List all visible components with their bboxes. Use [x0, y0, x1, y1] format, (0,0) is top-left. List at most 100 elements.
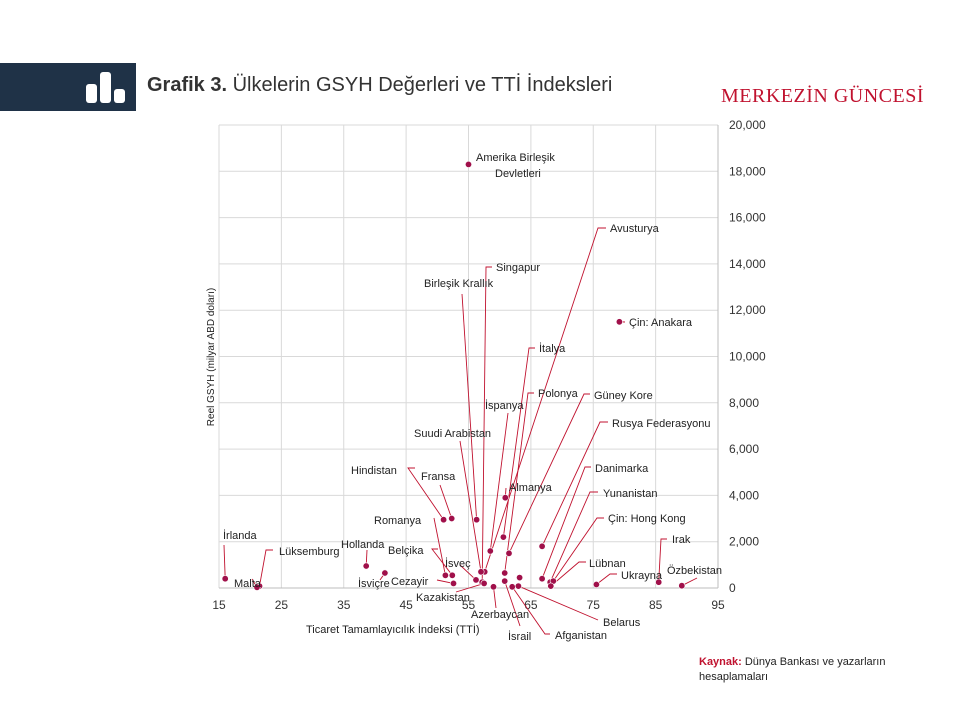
data-point [516, 574, 524, 582]
leader-line [439, 484, 453, 519]
leader-line [407, 467, 444, 520]
x-tick-label: 45 [399, 598, 413, 612]
data-point [538, 575, 546, 583]
point-label: Amerika Birleşik Devletleri [476, 152, 555, 180]
data-point [221, 575, 229, 583]
point-label: Belçika [388, 545, 424, 557]
point-label: Güney Kore [594, 390, 653, 402]
point-label: İsviçre [358, 577, 390, 590]
point-label: Ukrayna [621, 570, 663, 582]
point-label: Rusya Federasyonu [612, 418, 710, 430]
data-point [440, 516, 448, 524]
x-tick-label: 35 [337, 598, 351, 612]
point-label: Lübnan [589, 558, 626, 570]
leader-line [518, 585, 599, 621]
data-point [615, 318, 623, 326]
data-point [501, 569, 509, 577]
data-point [441, 571, 449, 579]
point-label: Hollanda [341, 539, 385, 551]
x-tick-label: 15 [212, 598, 226, 612]
leader-line [658, 538, 667, 583]
point-label: Kazakistan [416, 592, 470, 604]
point-label: Cezayir [391, 576, 429, 588]
leader-line [550, 561, 586, 587]
leader-line [541, 466, 591, 579]
data-point [480, 579, 488, 587]
data-point [514, 582, 522, 590]
data-point [362, 562, 370, 570]
point-label: Irak [672, 534, 691, 546]
y-tick-label: 0 [729, 581, 736, 595]
leader-line [223, 544, 226, 579]
leader-line [259, 549, 273, 587]
point-label: İsrail [508, 630, 531, 643]
point-label: İtalya [539, 342, 566, 355]
leader-line [459, 440, 482, 572]
data-point [655, 578, 663, 586]
data-point [678, 582, 686, 590]
source-text: Dünya Bankası ve yazarların hesaplamalar… [699, 656, 886, 683]
leader-line [433, 517, 446, 576]
y-tick-label: 12,000 [729, 303, 766, 317]
chart-title-prefix: Grafik 3. [147, 74, 228, 96]
data-point [508, 583, 516, 591]
leader-line [431, 548, 453, 576]
data-point [449, 579, 457, 587]
data-point [547, 582, 555, 590]
leader-line [511, 586, 550, 635]
leader-line [596, 573, 617, 585]
data-point [472, 576, 480, 584]
point-label: Çin: Hong Kong [608, 513, 686, 525]
point-label: Hindistan [351, 465, 397, 477]
leader-line [508, 393, 590, 554]
data-point [477, 568, 485, 576]
leader-line [484, 227, 606, 572]
data-point [489, 583, 497, 591]
point-label: Polonya [538, 388, 579, 400]
y-tick-label: 6,000 [729, 442, 759, 456]
point-label: Belarus [603, 617, 641, 629]
data-point [448, 514, 456, 522]
y-tick-label: 10,000 [729, 350, 766, 364]
x-tick-label: 25 [275, 598, 289, 612]
point-label: İsveç [445, 557, 471, 570]
point-label: Azerbaycan [471, 609, 529, 621]
header-band [0, 63, 136, 111]
x-tick-label: 75 [587, 598, 601, 612]
point-label: Suudi Arabistan [414, 428, 491, 440]
point-label: Yunanistan [603, 488, 657, 500]
data-point [381, 569, 389, 577]
point-label: Malta [234, 578, 262, 590]
point-label: Lüksemburg [279, 546, 340, 558]
leader-line [504, 392, 534, 574]
leader-line [502, 347, 535, 538]
leader-line [504, 580, 521, 627]
x-tick-label: 85 [649, 598, 663, 612]
point-label: İrlanda [223, 529, 258, 542]
data-point [464, 160, 472, 168]
point-label: Fransa [421, 471, 456, 483]
y-tick-label: 8,000 [729, 396, 759, 410]
data-point [253, 583, 261, 591]
y-tick-label: 4,000 [729, 488, 759, 502]
point-label: Çin: Anakara [629, 317, 693, 329]
brand-logo-text: MERKEZİN GÜNCESİ [721, 85, 924, 107]
data-point [505, 549, 513, 557]
data-point [592, 580, 600, 588]
leader-line [489, 412, 509, 552]
y-tick-label: 16,000 [729, 211, 766, 225]
point-label: Afganistan [555, 630, 607, 642]
leader-line [549, 491, 598, 583]
point-label: Danimarka [595, 463, 649, 475]
leader-line [481, 266, 492, 583]
bar-chart-icon [86, 72, 125, 103]
leader-line [493, 586, 497, 609]
data-point [538, 542, 546, 550]
source-label: Kaynak: [699, 656, 742, 668]
chart-title-text: Ülkelerin GSYH Değerleri ve TTİ İndeksle… [232, 74, 613, 96]
chart-title: Grafik 3. Ülkelerin GSYH Değerleri ve TT… [147, 74, 612, 97]
leader-line [541, 421, 608, 547]
leader-line [455, 582, 485, 593]
x-axis-title: Ticaret Tamamlayıcılık İndeksi (TTİ) [306, 623, 480, 636]
